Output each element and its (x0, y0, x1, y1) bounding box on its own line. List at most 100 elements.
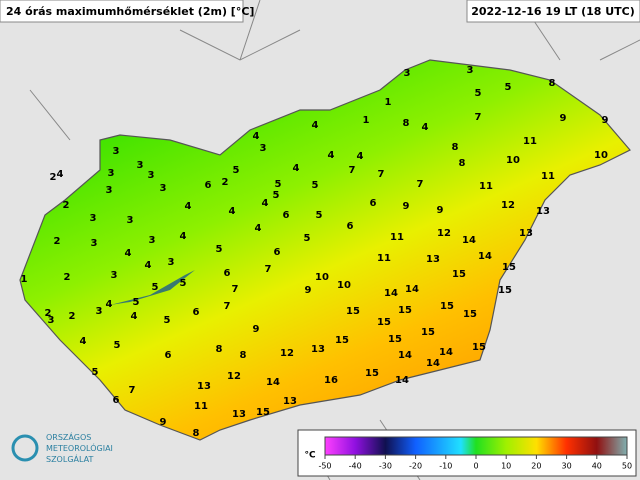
station-value: 4 (229, 206, 236, 217)
station-value: 6 (283, 210, 290, 221)
station-value: 4 (253, 131, 260, 142)
station-value: 11 (377, 253, 391, 264)
station-value: 3 (48, 315, 55, 326)
station-value: 11 (541, 171, 555, 182)
station-value: 3 (96, 306, 103, 317)
station-value: 5 (273, 190, 280, 201)
station-value: 13 (519, 228, 533, 239)
station-value: 2 (63, 200, 70, 211)
station-value: 6 (370, 198, 377, 209)
colorbar-unit: °C (304, 451, 316, 461)
station-value: 4 (106, 299, 113, 310)
station-value: 8 (549, 78, 556, 89)
station-value: 15 (440, 301, 454, 312)
station-value: 5 (304, 233, 311, 244)
station-value: 4 (57, 169, 64, 180)
station-value: 3 (260, 143, 267, 154)
station-value: 15 (421, 327, 435, 338)
station-value: 4 (312, 120, 319, 131)
station-value: 14 (384, 288, 398, 299)
station-value: 4 (80, 336, 87, 347)
station-value: 6 (205, 180, 212, 191)
station-value: 13 (426, 254, 440, 265)
station-value: 15 (398, 305, 412, 316)
colorbar-tick-label: -30 (379, 462, 392, 471)
station-value: 15 (463, 309, 477, 320)
station-value: 10 (315, 272, 329, 283)
station-value: 9 (160, 417, 167, 428)
station-value: 7 (378, 169, 385, 180)
station-value: 2 (64, 272, 71, 283)
station-value: 13 (536, 206, 550, 217)
station-value: 8 (216, 344, 223, 355)
station-value: 11 (390, 232, 404, 243)
station-value: 8 (240, 350, 247, 361)
station-value: 8 (193, 428, 200, 439)
station-value: 1 (21, 274, 28, 285)
station-value: 3 (404, 68, 411, 79)
station-value: 10 (594, 150, 608, 161)
station-value: 14 (398, 350, 412, 361)
station-value: 7 (265, 264, 272, 275)
station-value: 5 (216, 244, 223, 255)
station-value: 3 (91, 238, 98, 249)
logo-icon (11, 434, 39, 462)
station-value: 3 (108, 168, 115, 179)
station-value: 3 (113, 146, 120, 157)
station-value: 12 (437, 228, 451, 239)
station-value: 14 (426, 358, 440, 369)
station-value: 7 (232, 284, 239, 295)
station-value: 15 (346, 306, 360, 317)
station-value: 12 (280, 348, 294, 359)
station-value: 2 (50, 172, 57, 183)
station-value: 4 (125, 248, 132, 259)
station-value: 15 (472, 342, 486, 353)
station-value: 3 (90, 213, 97, 224)
station-value: 5 (152, 282, 159, 293)
station-value: 6 (165, 350, 172, 361)
station-value: 8 (459, 158, 466, 169)
colorbar-tick-label: -40 (349, 462, 362, 471)
station-value: 11 (194, 401, 208, 412)
station-value: 7 (475, 112, 482, 123)
station-value: 5 (133, 297, 140, 308)
station-value: 1 (385, 97, 392, 108)
station-value: 9 (437, 205, 444, 216)
colorbar-tick-label: -20 (409, 462, 422, 471)
station-value: 5 (505, 82, 512, 93)
station-value: 14 (462, 235, 476, 246)
hungary (19, 59, 631, 441)
station-value: 4 (328, 150, 335, 161)
station-value: 9 (305, 285, 312, 296)
station-value: 14 (478, 251, 492, 262)
station-value: 4 (185, 201, 192, 212)
station-value: 11 (523, 136, 537, 147)
station-value: 4 (357, 151, 364, 162)
colorbar-tick-label: 10 (501, 462, 511, 471)
station-value: 6 (193, 307, 200, 318)
station-value: 13 (283, 396, 297, 407)
station-value: 7 (224, 301, 231, 312)
station-value: 9 (602, 115, 609, 126)
station-value: 2 (222, 177, 229, 188)
station-value: 3 (160, 183, 167, 194)
station-value: 4 (422, 122, 429, 133)
station-value: 5 (316, 210, 323, 221)
station-value: 5 (275, 179, 282, 190)
station-value: 15 (498, 285, 512, 296)
station-value: 12 (501, 200, 515, 211)
station-value: 14 (395, 375, 409, 386)
station-value: 15 (256, 407, 270, 418)
station-value: 2 (45, 308, 52, 319)
station-value: 9 (253, 324, 260, 335)
station-value: 8 (403, 118, 410, 129)
time-box (466, 0, 640, 23)
station-value: 10 (506, 155, 520, 166)
station-value: 12 (227, 371, 241, 382)
colorbar-tick-label: -50 (318, 462, 331, 471)
station-value: 6 (224, 268, 231, 279)
title-box (0, 0, 244, 23)
colorbar-tick-label: 50 (622, 462, 632, 471)
station-value: 7 (349, 165, 356, 176)
